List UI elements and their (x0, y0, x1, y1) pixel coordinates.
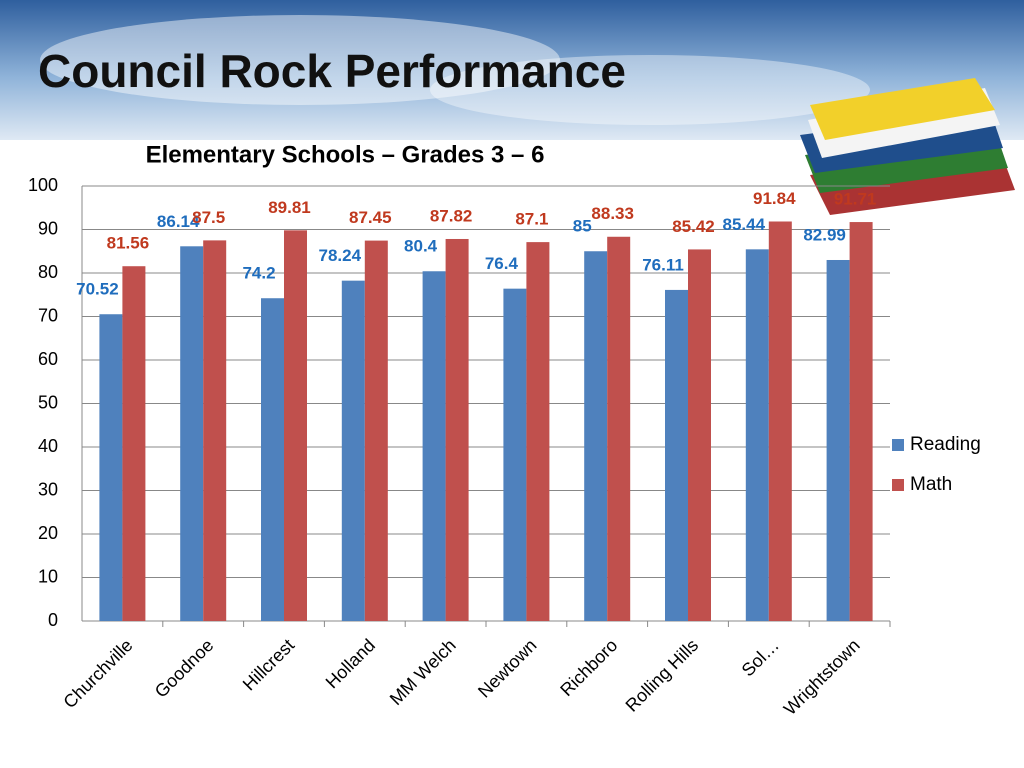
bar (261, 298, 284, 621)
data-label: 81.56 (107, 234, 150, 253)
legend-swatch (892, 439, 904, 451)
data-label: 91.71 (834, 190, 877, 209)
y-tick-label: 50 (38, 392, 58, 412)
legend-label: Reading (910, 434, 981, 455)
data-label: 87.5 (192, 208, 225, 227)
data-label: 76.4 (485, 254, 519, 273)
bar (526, 242, 550, 622)
bar (284, 230, 307, 621)
y-tick-label: 60 (38, 349, 58, 369)
bar (688, 249, 711, 621)
bar (364, 240, 388, 621)
bar (503, 288, 527, 621)
data-label: 82.99 (803, 225, 846, 244)
data-label: 87.1 (515, 210, 548, 229)
data-label: 87.45 (349, 208, 392, 227)
y-tick-label: 0 (48, 610, 58, 630)
data-label: 74.2 (242, 264, 275, 283)
bar (180, 246, 204, 621)
books-icon (800, 78, 1015, 215)
y-tick-label: 40 (38, 436, 58, 456)
bar (99, 314, 123, 621)
data-label: 78.24 (319, 246, 362, 265)
bar (445, 238, 469, 621)
bar (607, 236, 631, 621)
y-tick-label: 30 (38, 479, 58, 499)
y-tick-label: 80 (38, 262, 58, 282)
bar (849, 222, 873, 621)
y-tick-label: 90 (38, 218, 58, 238)
chart-subtitle: Elementary Schools – Grades 3 – 6 (146, 141, 545, 168)
bar (422, 271, 446, 621)
cloud (40, 15, 560, 105)
data-label: 70.52 (76, 280, 119, 299)
data-label: 88.33 (591, 204, 634, 223)
data-label: 87.82 (430, 206, 473, 225)
data-label: 85 (573, 217, 592, 236)
data-label: 76.11 (642, 255, 684, 274)
legend-label: Math (910, 474, 952, 495)
bar (122, 266, 146, 621)
bar (203, 240, 227, 621)
cloud (430, 55, 870, 125)
legend-swatch (892, 479, 904, 491)
slide-title: Council Rock Performance (38, 45, 626, 97)
y-tick-label: 10 (38, 566, 58, 586)
y-tick-label: 20 (38, 523, 58, 543)
y-tick-label: 70 (38, 305, 58, 325)
bar (341, 280, 365, 621)
data-label: 86.14 (157, 212, 200, 231)
bar (826, 259, 850, 621)
data-label: 80.4 (404, 237, 438, 256)
data-label: 91.84 (753, 189, 796, 208)
data-label: 85.44 (723, 215, 766, 234)
data-label: 85.42 (672, 217, 715, 236)
bar (768, 221, 792, 621)
data-label: 89.81 (268, 198, 311, 217)
bar (665, 289, 688, 621)
bar (745, 249, 769, 621)
y-tick-label: 100 (28, 175, 58, 195)
bar (584, 251, 608, 621)
